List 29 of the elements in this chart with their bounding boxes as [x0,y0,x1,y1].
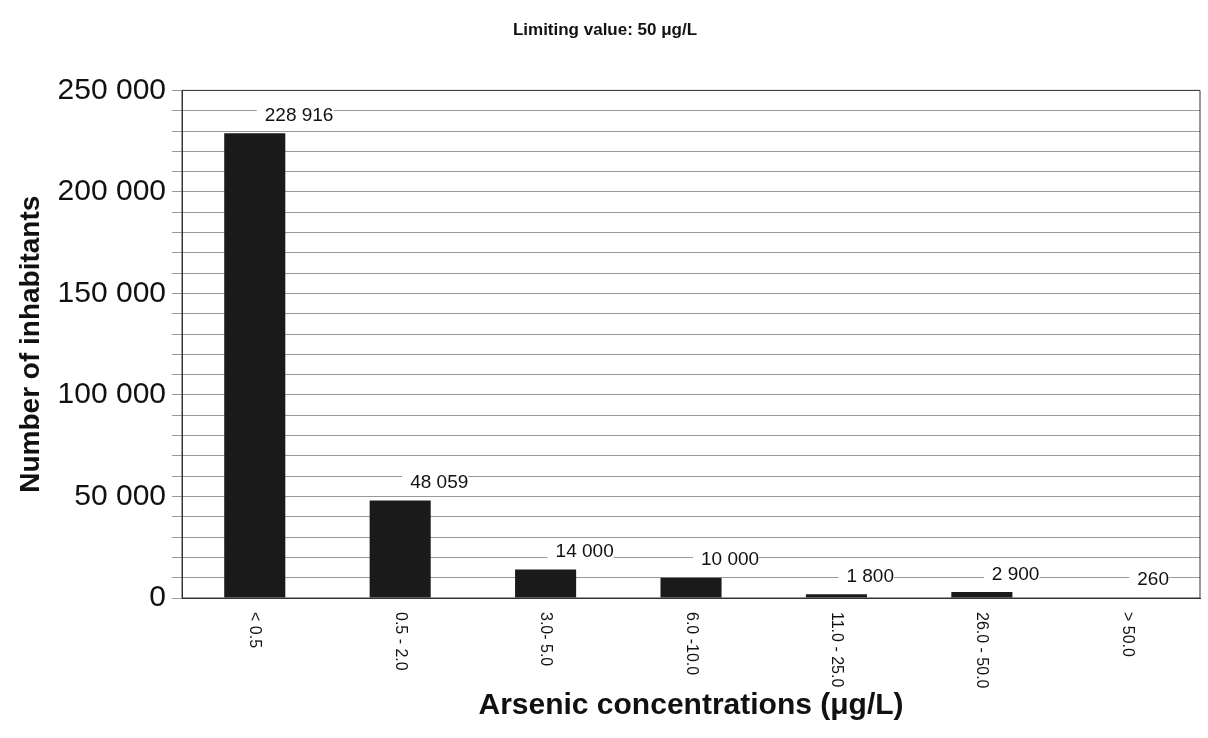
data-label: 260 [1137,568,1169,590]
x-axis-title: Arsenic concentrations (μg/L) [478,687,904,721]
bar [515,569,577,598]
y-tick-label: 250 000 [57,71,167,105]
x-tick-label: > 50.0 [1119,612,1137,658]
data-label: 48 059 [410,471,469,493]
data-label: 1 800 [846,565,894,587]
bar [369,500,431,598]
y-tick-label: 150 000 [57,274,167,308]
bar [951,592,1013,598]
chart-title: Limiting value: 50 μg/L [512,19,698,39]
x-tick-label: 0.5 - 2.0 [392,612,410,671]
y-tick-label: 200 000 [57,173,167,207]
bar [224,133,286,598]
data-label: 228 916 [264,103,334,125]
data-label: 2 900 [991,562,1040,584]
x-tick-label: < 0.5 [247,612,265,649]
bar [805,594,867,598]
bar [660,577,722,598]
y-tick-label: 0 [149,579,167,613]
x-tick-label: 26.0 - 50.0 [974,612,992,689]
x-tick-label: 11.0 - 25.0 [829,612,847,688]
x-tick-label: 6.0 -10.0 [683,612,701,676]
data-label: 14 000 [555,540,614,562]
data-label: 10 000 [701,548,760,570]
y-tick-label: 50 000 [74,477,167,511]
y-axis-title: Number of inhabitants [13,195,45,493]
x-tick-label: 3.0- 5.0 [538,612,556,667]
y-tick-label: 100 000 [57,376,167,410]
